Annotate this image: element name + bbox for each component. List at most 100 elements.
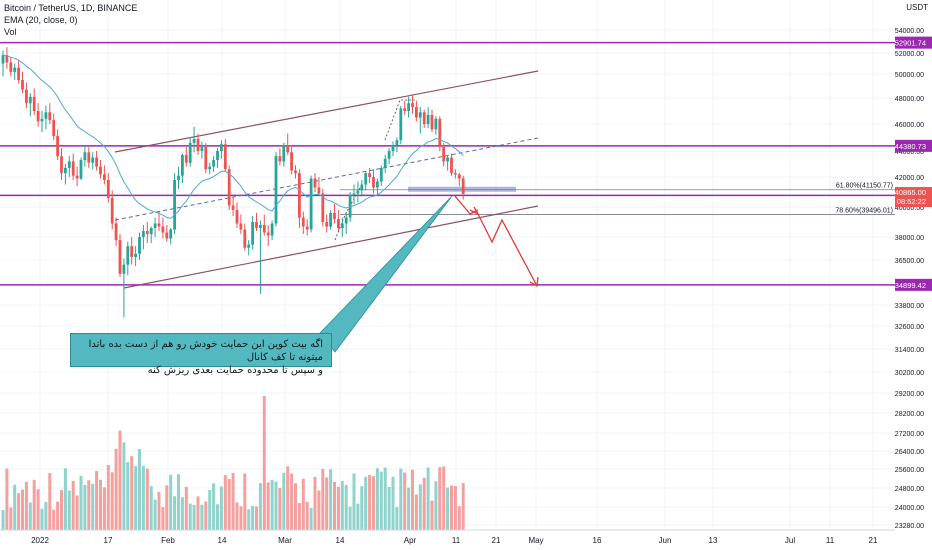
volume-bar bbox=[130, 456, 134, 530]
analysis-note[interactable]: اگه بیت کوین این حمایت خودش رو هم از دست… bbox=[70, 333, 332, 376]
volume-bar bbox=[67, 490, 71, 530]
candle-body bbox=[161, 226, 165, 233]
candle-body bbox=[446, 157, 449, 162]
candle-body bbox=[169, 229, 173, 239]
candle-body bbox=[103, 174, 106, 180]
volume-bar bbox=[75, 495, 79, 530]
time-tick-label: Apr bbox=[404, 536, 417, 545]
candle-body bbox=[227, 169, 231, 206]
volume-bar bbox=[457, 506, 461, 530]
time-tick-label: Jul bbox=[785, 536, 795, 545]
candle-body bbox=[21, 80, 24, 90]
price-tick-label: 28200.00 bbox=[895, 411, 924, 418]
volume-bar bbox=[255, 506, 258, 530]
volume-bar bbox=[79, 475, 83, 530]
fib-label-618: 61.80%(41150.77) bbox=[836, 183, 893, 190]
volume-bar bbox=[102, 487, 106, 530]
projection-arrow-1 bbox=[454, 195, 479, 215]
time-tick-label: Feb bbox=[161, 536, 175, 545]
price-tick-label: 40000.00 bbox=[895, 205, 924, 212]
ema-line bbox=[2, 54, 464, 220]
volume-bar bbox=[83, 484, 87, 530]
chart-grid bbox=[0, 0, 895, 530]
channel-lower-line bbox=[123, 205, 539, 289]
candle-body bbox=[403, 108, 407, 111]
candle-body bbox=[321, 193, 325, 222]
candle-body bbox=[138, 237, 141, 254]
candle-body bbox=[25, 89, 28, 104]
candle-body bbox=[126, 246, 130, 265]
time-tick-label: 14 bbox=[336, 536, 345, 545]
volume-bar bbox=[282, 472, 286, 530]
volume-bar bbox=[36, 489, 40, 530]
note-line-2: و سپس تا محدوده حمایت بعدی ریزش کنه bbox=[147, 365, 323, 376]
price-tick-label: 24000.00 bbox=[895, 505, 924, 512]
price-tick-label: 32600.00 bbox=[895, 324, 924, 331]
candle-body bbox=[95, 157, 98, 167]
candle-body bbox=[262, 225, 266, 233]
price-tick-label: 54000.00 bbox=[895, 28, 924, 35]
volume-bar bbox=[375, 468, 379, 530]
time-tick-label: Mar bbox=[278, 536, 292, 545]
volume-bar bbox=[348, 506, 352, 530]
current-price-text: 40865.00 bbox=[895, 188, 926, 197]
volume-bar bbox=[184, 486, 188, 530]
trend-drawings bbox=[114, 70, 539, 353]
candle-body bbox=[188, 142, 192, 163]
candle-body bbox=[75, 175, 79, 179]
volume-bar bbox=[21, 489, 24, 530]
volume-bar bbox=[239, 506, 243, 530]
candle-body bbox=[457, 174, 461, 179]
current-price-tag bbox=[895, 187, 932, 208]
volume-bars bbox=[1, 395, 465, 530]
candle-body bbox=[48, 112, 52, 121]
candle-body bbox=[294, 170, 297, 174]
channel-midline bbox=[114, 137, 539, 221]
time-tick-label: 13 bbox=[709, 536, 718, 545]
candle-body bbox=[196, 138, 200, 151]
volume-bar bbox=[13, 484, 17, 530]
candle-body bbox=[352, 193, 356, 195]
candle-body bbox=[157, 223, 161, 227]
candle-body bbox=[1, 55, 5, 64]
volume-bar bbox=[177, 474, 180, 530]
price-tick-label: 26400.00 bbox=[895, 449, 924, 456]
price-tick-label: 42000.00 bbox=[895, 175, 924, 182]
candle-body bbox=[216, 151, 219, 161]
price-tick-label: 38000.00 bbox=[895, 235, 924, 242]
time-tick-label: 11 bbox=[826, 536, 835, 545]
candle-body bbox=[422, 112, 426, 124]
volume-bar bbox=[60, 490, 63, 530]
volume-bar bbox=[414, 494, 418, 530]
volume-bar bbox=[216, 504, 219, 530]
volume-bar bbox=[329, 469, 333, 530]
candle-body bbox=[333, 213, 336, 219]
price-tick-label: 24800.00 bbox=[895, 486, 924, 493]
volume-bar bbox=[336, 486, 340, 530]
volume-bar bbox=[40, 508, 44, 530]
volume-bar bbox=[99, 479, 102, 530]
volume-bar bbox=[407, 487, 411, 530]
candle-body bbox=[153, 223, 157, 228]
volume-bar bbox=[196, 496, 200, 530]
candle-body bbox=[40, 118, 44, 122]
candle-body bbox=[430, 114, 434, 130]
volume-bar bbox=[399, 468, 403, 530]
candle-body bbox=[391, 145, 395, 151]
level-price-tag bbox=[895, 139, 932, 152]
candle-body bbox=[177, 175, 180, 180]
candle-body bbox=[282, 145, 286, 162]
volume-bar bbox=[258, 483, 262, 530]
volume-bar bbox=[63, 468, 67, 530]
candle-body bbox=[376, 181, 379, 188]
candle-body bbox=[239, 223, 243, 230]
candle-body bbox=[305, 226, 309, 230]
price-axis: USDT 54000.00 52000.00 50000.00 48000.00 4600… bbox=[895, 0, 932, 550]
projection-arrow-2 bbox=[477, 213, 538, 287]
candle-body bbox=[259, 225, 262, 228]
projection-arrowhead-1 bbox=[469, 206, 480, 216]
volume-bar bbox=[95, 471, 99, 530]
volume-bar bbox=[165, 485, 169, 530]
volume-bar bbox=[352, 473, 356, 530]
